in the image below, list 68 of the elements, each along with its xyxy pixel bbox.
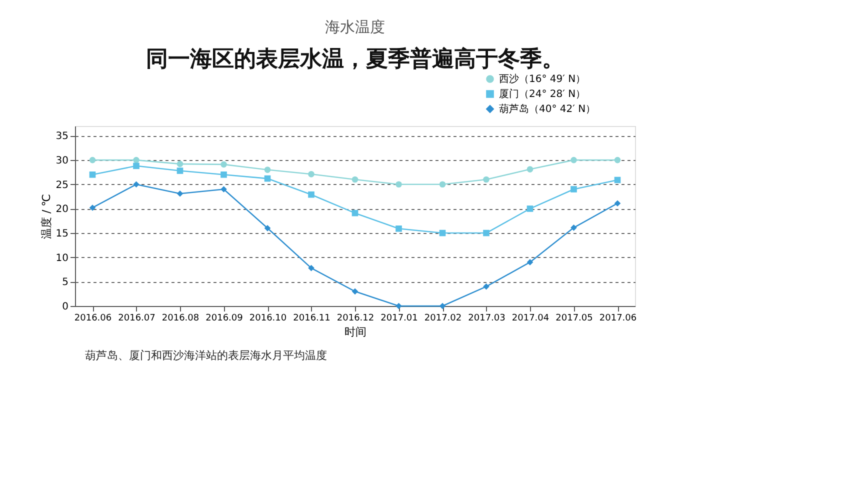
point xyxy=(176,190,184,197)
point xyxy=(264,175,271,182)
x-tick-label: 2017.01 xyxy=(380,314,418,324)
point xyxy=(483,230,490,236)
x-tick-label: 2017.03 xyxy=(468,314,506,324)
x-tick-label: 2016.09 xyxy=(206,314,244,324)
legend-label: 葫芦岛（40° 42′ N） xyxy=(499,103,596,115)
y-axis-title: 温度 / ℃ xyxy=(40,194,53,240)
point xyxy=(570,224,577,231)
chart-subtitle: 同一海区的表层水温，夏季普遍高于冬季。 xyxy=(146,46,564,72)
point xyxy=(352,210,358,216)
point xyxy=(89,204,96,211)
point xyxy=(133,162,140,170)
point xyxy=(396,302,402,310)
x-tick-label: 2016.06 xyxy=(74,314,112,324)
point xyxy=(352,176,358,183)
y-tick-label: 5 xyxy=(62,277,68,288)
point xyxy=(264,225,271,232)
point xyxy=(483,283,490,290)
point xyxy=(439,230,446,236)
x-tick-label: 2016.11 xyxy=(293,314,330,324)
x-axis-title: 时间 xyxy=(344,326,366,338)
point xyxy=(526,259,534,266)
point xyxy=(439,302,446,310)
point xyxy=(439,181,446,188)
point xyxy=(264,166,271,173)
point xyxy=(176,160,184,168)
point xyxy=(614,156,621,164)
point xyxy=(352,288,358,295)
y-tick-label: 10 xyxy=(56,252,68,264)
point xyxy=(133,156,140,164)
x-tick-label: 2016.10 xyxy=(249,314,287,324)
y-tick-label: 30 xyxy=(56,156,68,167)
legend-label: 西沙（16° 49′ N） xyxy=(499,73,586,85)
point xyxy=(614,200,621,207)
point xyxy=(526,166,534,172)
point xyxy=(89,156,96,164)
point xyxy=(526,206,534,212)
y-tick-label: 35 xyxy=(56,131,68,142)
point xyxy=(176,168,184,174)
point xyxy=(220,171,227,178)
y-tick-label: 20 xyxy=(56,204,68,216)
text: 葫芦岛、厦门和西沙海洋站的表层海水月平均温度 xyxy=(85,349,327,362)
point xyxy=(89,171,96,178)
x-tick-label: 2016.07 xyxy=(118,314,156,324)
point xyxy=(308,191,314,198)
point xyxy=(308,264,314,272)
x-tick-label: 2017.05 xyxy=(556,314,593,324)
legend-label: 厦门（24° 28′ N） xyxy=(499,88,586,100)
y-tick-label: 0 xyxy=(62,302,68,312)
point xyxy=(396,181,402,188)
point xyxy=(220,161,227,168)
point xyxy=(570,156,577,164)
x-tick-label: 2016.12 xyxy=(336,314,374,324)
point xyxy=(308,171,314,178)
point xyxy=(614,176,621,184)
x-tick-label: 2016.08 xyxy=(162,314,200,324)
x-tick-label: 2017.04 xyxy=(512,314,550,324)
point xyxy=(220,186,227,192)
y-tick-label: 25 xyxy=(56,180,68,191)
x-tick-label: 2017.06 xyxy=(599,314,637,324)
point xyxy=(483,176,490,183)
point xyxy=(133,181,140,188)
x-tick-label: 2017.02 xyxy=(424,314,462,324)
point xyxy=(570,186,577,192)
y-tick-label: 15 xyxy=(56,228,68,240)
chart-title: 海水温度 xyxy=(325,18,385,36)
point xyxy=(396,225,402,232)
